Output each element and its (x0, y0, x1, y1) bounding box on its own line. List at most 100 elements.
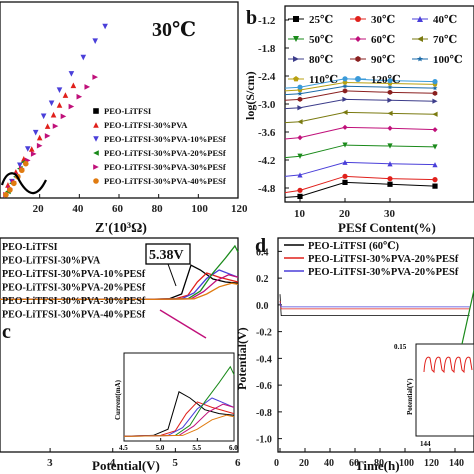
panel-d-xtick-label: 100 (399, 458, 414, 469)
panel-b-legend-label: 30℃ (371, 14, 395, 26)
panel-a-xticks: 20 40 60 80 100 120 (33, 194, 248, 215)
panel-b-legend-label: 100℃ (433, 54, 463, 66)
panel-d-letter: d (255, 235, 266, 257)
panel-d-ytick-label: -1.0 (256, 435, 272, 446)
panel-b-ytick-label: -4.2 (258, 155, 276, 167)
panel-b-point (432, 177, 438, 183)
panel-c-xtick-label: 5 (172, 457, 178, 469)
panel-a-point (92, 74, 98, 80)
panel-b-ytick-label: -2.4 (258, 71, 276, 83)
panel-b-legend-marker (355, 16, 361, 22)
panel-d-ytick-label: 0.4 (256, 247, 269, 258)
panel-d-xtick-label: 60 (349, 458, 359, 469)
panel-b-xtick-label: 20 (339, 208, 351, 220)
panel-a-point (92, 38, 98, 44)
panel-a-point (3, 191, 9, 198)
panel-c-inset-frame (123, 352, 235, 442)
panel-b-ytick-label: -3.0 (258, 99, 276, 111)
panel-a-legend-label: PEO-LiTFSI-30%PVA-40%PESf (104, 176, 226, 186)
panel-d-zoom-line (461, 289, 474, 345)
panel-d-inset-trace (423, 356, 473, 374)
panel-b-point (432, 162, 438, 168)
panel-a-point (24, 146, 31, 152)
panel-b-point (342, 159, 348, 165)
panel-b-point (432, 98, 438, 104)
panel-b-point (387, 176, 393, 182)
panel-a-legend-label: PEO-LiTFSI-30%PVA-30%PESf (104, 162, 226, 172)
panel-d-ticks: 0.4 0.2 0.0 -0.2 -0.4 -0.6 -0.8 -1.0 0 20 40 60 80 10… (256, 247, 464, 469)
panel-b-xtick-label: 10 (294, 208, 306, 220)
panel-b-point (387, 84, 393, 90)
panel-a-xlabel: Z'(10³Ω) (95, 221, 147, 236)
panel-b-point (297, 187, 303, 193)
panel-a-point (22, 160, 29, 167)
panel-c-inset-line (123, 391, 235, 437)
panel-b-point (387, 143, 393, 149)
panel-a: 30℃ Z'(10³Ω) 20 40 60 80 100 120 PEO-LiTFSIPE… (0, 1, 248, 236)
panel-b-point (387, 97, 393, 103)
panel-a-point (60, 113, 67, 120)
panel-b-legend-marker (355, 56, 361, 62)
panel-a-point (36, 134, 43, 141)
panel-b-legend-label: 80℃ (309, 54, 333, 66)
panel-a-point (84, 84, 91, 90)
panel-b-letter: b (246, 7, 257, 29)
panel-b-series-line (284, 144, 436, 159)
panel-d-xtick-label: 80 (374, 458, 384, 469)
panel-b-legend-label: 90℃ (371, 54, 395, 66)
panel-c-inset-xtick-label: 4.5 (119, 444, 128, 452)
panel-d-ytick-label: -0.2 (256, 328, 272, 339)
panel-a-legend-marker (93, 150, 99, 156)
panel-a-point (44, 123, 51, 129)
panel-c-inset-series (123, 365, 235, 437)
panel-c-frame (0, 237, 239, 453)
panel-a-point (11, 180, 17, 187)
panel-a-point (68, 103, 75, 110)
panel-b-point (342, 96, 348, 102)
panel-b-point (297, 135, 303, 141)
panel-a-legend-marker (93, 108, 99, 114)
panel-b-point (297, 193, 303, 199)
panel-b-ytick-label: -4.8 (258, 183, 276, 195)
panel-b-legend-label: 40℃ (433, 14, 457, 26)
panel-d-xtick-label: 120 (424, 458, 439, 469)
panel-a-point (17, 162, 23, 169)
panel-c-xtick-label: 4 (110, 457, 116, 469)
panel-b-series (284, 76, 438, 199)
panel-b-point (387, 125, 393, 131)
panel-b-legend-marker (293, 56, 299, 62)
panel-d-xtick-label: 20 (299, 458, 309, 469)
panel-b-point (297, 105, 303, 111)
panel-c-inset: Current(mA) 4.5 5.0 5.5 6.0 (114, 352, 238, 452)
panel-b-point (387, 161, 393, 167)
panel-b-legend-marker (417, 56, 423, 62)
panel-d-legend: PEO-LiTFSI (60℃) PEO-LiTFSI-30%PVA-20%PES… (284, 241, 459, 278)
panel-a-point (62, 92, 69, 98)
panel-b-point (342, 88, 348, 94)
panel-a-point (30, 151, 37, 157)
panel-d-ytick-label: -0.8 (256, 408, 272, 419)
panel-a-point (50, 111, 57, 118)
panel-b-series-line (284, 126, 436, 140)
panel-a-legend: PEO-LiTFSI PEO-LiTFSI-30%PVA PEO-LiTFSI-30… (93, 106, 226, 186)
panel-c-legend: PEO-LiTFSI PEO-LiTFSI-30%PVA PEO-LiTFSI-30… (2, 242, 146, 321)
panel-a-legend-label: PEO-LiTFSI-30%PVA-20%PESf (104, 148, 226, 158)
panel-a-xtick-label: 100 (191, 203, 208, 215)
panel-b-legend-marker (293, 76, 299, 82)
panel-a-point (28, 146, 35, 152)
panel-b-point (387, 89, 393, 95)
panel-c-series-line (0, 282, 239, 301)
panel-c-legend-label: PEO-LiTFSI (2, 242, 58, 253)
panel-b-point (387, 78, 393, 84)
panel-d-legend-label: PEO-LiTFSI-30%PVA-20%PESf (308, 254, 459, 265)
panel-a-point (19, 167, 25, 174)
panel-b-point (342, 179, 348, 185)
panel-b-xtick-label: 30 (384, 208, 396, 220)
panel-a-legend-marker (93, 136, 99, 142)
panel-c-inset-line (124, 414, 235, 437)
panel-a-point (44, 133, 51, 139)
panel-a-point (7, 187, 13, 193)
panel-a-point (70, 82, 77, 89)
panel-b-point (342, 76, 348, 82)
panel-c-xtick-label: 6 (235, 457, 241, 469)
